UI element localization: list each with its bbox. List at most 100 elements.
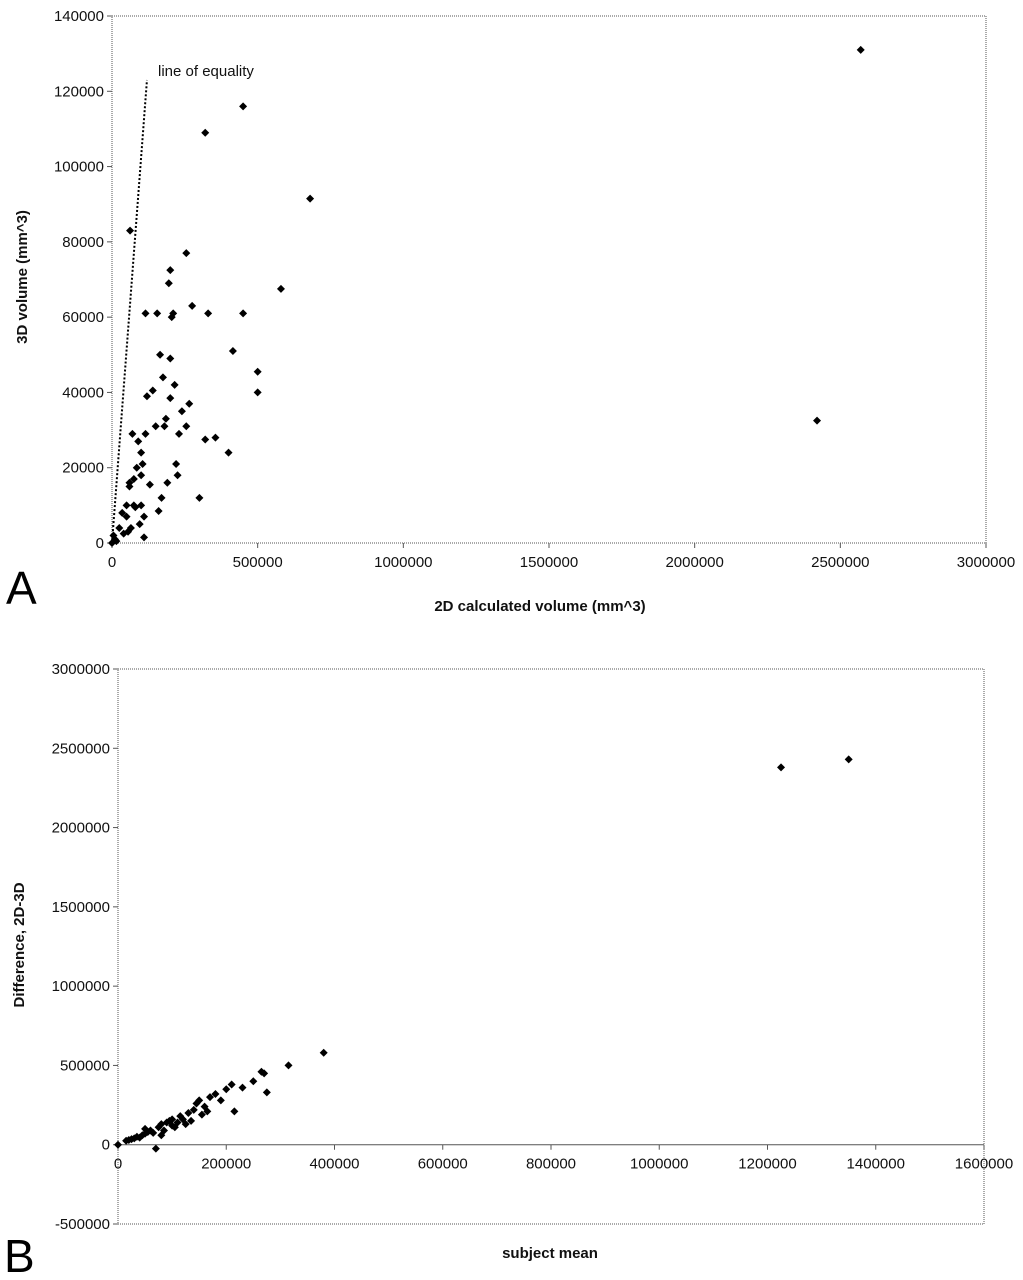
data-point [141,309,150,318]
chart-a-y-ticks: 0 20000 40000 60000 80000 100000 120000 140000 [54,8,112,552]
chart-a-plot-frame [111,15,987,544]
data-point [148,386,157,395]
data-point [166,354,175,363]
data-point [151,422,160,431]
data-point [138,459,147,468]
data-point [204,309,213,318]
data-point [112,537,121,546]
data-point [168,1115,177,1124]
data-point [777,763,786,772]
data-point [253,388,262,397]
x-tick-label: 0 [108,554,116,571]
data-point [129,475,138,484]
data-point [182,249,191,258]
x-tick-label: 200000 [201,1156,251,1173]
data-point [216,1096,225,1105]
y-tick-label: 140000 [54,8,104,25]
data-point [140,533,149,542]
chart-b-points [114,755,853,1153]
data-point [185,399,194,408]
data-point [163,478,172,487]
x-tick-label: 800000 [526,1156,576,1173]
data-point [230,1107,239,1116]
data-point [284,1061,293,1070]
y-tick-label: 3000000 [52,661,110,678]
data-point [156,350,165,359]
data-point [182,422,191,431]
data-point [166,266,175,275]
data-point [276,284,285,293]
data-point [160,1126,169,1135]
chart-a-x-ticks: 0 500000 1000000 1500000 2000000 2500000 30000… [108,543,1015,571]
x-tick-label: 500000 [233,554,283,571]
data-point [126,523,135,532]
data-point [844,755,853,764]
data-point [184,1109,193,1117]
data-point [142,392,151,401]
y-tick-label: 2000000 [52,820,110,837]
y-tick-label: 20000 [62,460,104,477]
data-point [306,194,315,203]
data-point [134,437,143,446]
data-point [173,471,182,480]
data-point [203,1107,212,1116]
y-tick-label: 40000 [62,384,104,401]
data-point [206,1093,215,1102]
x-tick-label: 2500000 [811,554,869,571]
chart-a-x-axis-label: 2D calculated volume (mm^3) [434,598,645,615]
y-tick-label: 100000 [54,159,104,176]
data-point [157,493,166,502]
line-of-equality [111,79,148,544]
data-point [181,1120,190,1129]
chart-a-y-axis-label: 3D volume (mm^3) [14,210,31,344]
data-point [856,45,865,54]
data-point [149,1128,158,1137]
data-point [188,301,197,310]
data-point [115,523,124,532]
chart-b-x-ticks: 0 200000 400000 600000 800000 1000000 1200000 1… [114,1144,1013,1173]
data-point [195,1096,204,1105]
x-tick-label: 0 [114,1156,122,1173]
data-point [319,1048,328,1057]
data-point [128,429,137,438]
data-point [173,1118,182,1127]
y-tick-label: 80000 [62,234,104,251]
x-tick-label: 3000000 [957,554,1015,571]
data-point [170,380,179,389]
data-point [166,394,175,403]
data-point [197,1110,206,1119]
data-point [137,501,146,510]
data-point [137,448,146,457]
chart-b: -500000050000010000001500000200000025000… [4,661,1013,1280]
chart-b-x-axis-label: subject mean [502,1245,598,1262]
data-point [175,429,184,438]
x-tick-label: 2000000 [665,554,723,571]
x-tick-label: 1000000 [374,554,432,571]
x-tick-label: 1400000 [847,1156,905,1173]
y-tick-label: 120000 [54,83,104,100]
data-point [201,128,210,137]
data-point [260,1069,269,1078]
data-point [238,1083,247,1092]
chart-a-points [108,45,865,547]
chart-a-panel-label: A [6,562,37,614]
x-tick-label: 1500000 [520,554,578,571]
x-tick-label: 1000000 [630,1156,688,1173]
data-point [211,1089,220,1098]
data-point [227,1080,236,1089]
data-point [189,1105,198,1114]
data-point [228,347,237,356]
data-point [187,1116,196,1125]
data-point [224,448,233,457]
data-point [169,309,178,318]
data-point [249,1077,258,1086]
data-point [151,1144,160,1153]
y-tick-label: 0 [96,535,104,552]
y-tick-label: 60000 [62,309,104,326]
data-point [135,520,144,529]
data-point [211,433,220,442]
data-point [132,463,141,472]
chart-a: 020000400006000080000100000120000140000 … [6,8,1015,615]
data-point [160,422,169,431]
